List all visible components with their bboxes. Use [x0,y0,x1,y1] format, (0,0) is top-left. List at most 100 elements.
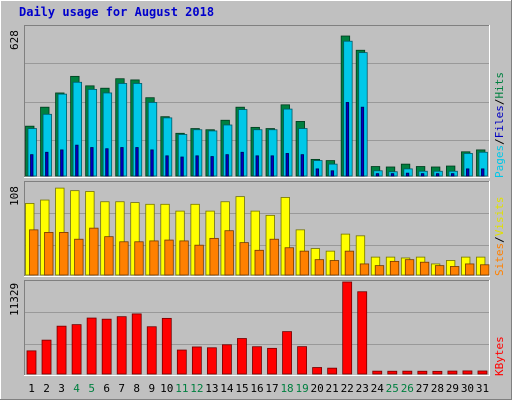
bar-kbytes-day-23 [357,291,368,375]
x-tick-label-day-12: 12 [190,382,203,395]
bar-sites-day-25 [389,260,400,276]
legend-visits: Visits [493,197,506,237]
bar-sites-day-21 [329,260,340,276]
x-tick-label-day-30: 30 [461,382,474,395]
legend-bottom: KBytes [493,336,506,376]
bar-kbytes-day-13 [206,347,217,375]
bar-sites-day-26 [404,259,415,276]
x-tick-label-day-19: 19 [295,382,308,395]
x-tick-label-day-17: 17 [265,382,278,395]
x-tick-label-day-23: 23 [356,382,369,395]
svg-text:KBytes: KBytes [493,336,506,376]
bar-pages-day-28 [435,173,440,177]
bar-pages-day-26 [405,172,410,177]
bar-pages-day-21 [330,170,335,177]
bar-kbytes-day-19 [297,346,307,375]
bar-pages-day-20 [315,168,320,177]
x-tick-label-day-9: 9 [148,382,155,395]
bar-sites-day-19 [299,250,309,276]
x-tick-label-day-27: 27 [416,382,429,395]
legend-pages: Pages [493,145,506,178]
bar-kbytes-day-18 [282,331,292,375]
bar-sites-day-12 [194,244,204,276]
bar-kbytes-day-6 [101,318,112,375]
bar-pages-day-10 [165,155,169,177]
x-tick-label-day-21: 21 [326,382,339,395]
x-tick-label-day-5: 5 [88,382,95,395]
x-tick-label-day-31: 31 [476,382,489,395]
bar-pages-day-15 [240,151,244,177]
bar-sites-day-3 [59,232,69,276]
bar-sites-day-18 [284,247,294,276]
bar-sites-day-28 [434,265,445,276]
bar-sites-day-11 [179,240,189,276]
bar-pages-day-13 [210,156,214,177]
bar-pages-day-31 [481,168,485,177]
bar-sites-day-22 [344,250,355,276]
legend-sep-1: / [493,138,506,145]
panel-top [24,25,490,178]
x-tick-label-day-2: 2 [43,382,50,395]
x-tick-label-day-1: 1 [28,382,35,395]
bar-sites-day-20 [314,259,325,276]
x-tick-label-day-11: 11 [175,382,188,395]
bar-kbytes-day-15 [237,338,247,375]
bar-kbytes-day-30 [462,370,473,375]
bar-pages-day-14 [225,154,229,177]
panel-bottom [24,280,490,376]
bar-pages-day-9 [150,149,154,177]
bar-sites-day-31 [480,264,490,276]
bar-kbytes-day-17 [267,347,277,375]
x-tick-label-day-26: 26 [401,382,414,395]
bar-sites-day-16 [254,249,264,276]
bar-kbytes-day-21 [327,367,338,375]
bar-pages-day-11 [180,156,184,177]
bar-pages-day-27 [420,173,425,177]
legend-sites: Sites [493,243,506,276]
x-tick-label-day-3: 3 [58,382,65,395]
x-tick-label-day-18: 18 [280,382,293,395]
bar-pages-day-18 [285,153,289,177]
bar-sites-day-9 [149,240,159,276]
bar-kbytes-day-3 [56,325,67,375]
bar-kbytes-day-24 [372,370,383,375]
legend-sep-3: / [493,236,506,243]
panel-middle [24,181,490,277]
x-tick-label-day-15: 15 [235,382,248,395]
bar-kbytes-day-9 [146,326,157,375]
ymax-bottom: 11329 [8,283,21,316]
bar-sites-day-24 [374,265,385,276]
bar-sites-day-17 [269,238,279,276]
bar-pages-day-7 [120,147,124,177]
x-tick-label-day-10: 10 [160,382,173,395]
x-tick-label-day-24: 24 [371,382,385,395]
x-tick-label-day-16: 16 [250,382,263,395]
bar-pages-day-24 [375,173,380,177]
legend-kbytes: KBytes [493,336,506,376]
bar-kbytes-day-29 [447,370,458,375]
bar-sites-day-14 [224,230,234,276]
bar-sites-day-2 [44,232,54,276]
bar-kbytes-day-14 [222,344,232,375]
bar-sites-day-4 [74,238,84,276]
bar-sites-day-13 [209,237,219,276]
bar-kbytes-day-8 [131,313,142,375]
bar-pages-day-1 [30,154,34,177]
bar-sites-day-27 [419,261,430,276]
bar-kbytes-day-10 [161,317,172,375]
x-tick-label-day-28: 28 [431,382,444,395]
bar-pages-day-23 [360,106,365,177]
bar-sites-day-10 [164,239,174,276]
bar-sites-day-23 [359,263,370,276]
bar-pages-day-17 [270,155,274,177]
bar-sites-day-5 [89,227,99,276]
ymax-top: 628 [8,30,21,50]
bar-pages-day-30 [466,168,470,177]
bar-kbytes-day-7 [116,316,127,375]
bar-kbytes-day-2 [41,339,52,375]
bar-sites-day-1 [29,229,39,276]
bar-kbytes-day-5 [86,317,97,375]
bar-kbytes-day-1 [26,350,37,375]
